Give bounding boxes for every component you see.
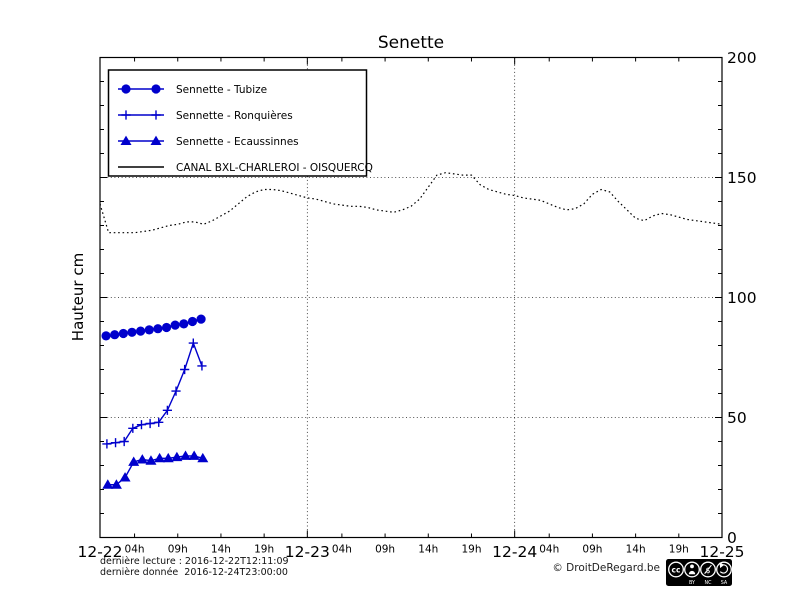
y-tick-label: 200 [727, 49, 757, 67]
cc-nc-icon: $ [700, 561, 716, 578]
series-sennette-ecaussinnes [102, 450, 209, 489]
legend-entry-sennette-tubize: Sennette - Tubize [118, 84, 267, 96]
x-tick-label-hour: 09h [375, 544, 395, 556]
x-tick-label-hour: 04h [125, 544, 145, 556]
copyright-text: © DroitDeRegard.be [552, 562, 660, 574]
y-tick-label: 100 [727, 289, 757, 307]
x-tick-label-hour: 09h [168, 544, 188, 556]
last-reading-text: dernière lecture : 2016-12-22T12:11:09 [100, 556, 289, 567]
x-minor-tick-labels: 04h 09h 14h 19h 04h 09h 14h 19h 04h 09h 14h 19h [125, 544, 689, 556]
x-tick-label-date: 12-24 [492, 543, 537, 561]
cc-logo-icon: cc [668, 561, 684, 578]
x-tick-label-hour: 14h [418, 544, 438, 556]
x-tick-label-hour: 14h [211, 544, 231, 556]
legend-entry-sennette-ronqui-res: Sennette - Ronquières [118, 110, 293, 122]
legend-entry-sennette-ecaussinnes: Sennette - Ecaussinnes [118, 135, 299, 148]
chart-title: Senette [377, 33, 445, 53]
y-tick-labels: 0 50 100 150 200 [727, 49, 757, 547]
svg-text:$: $ [705, 566, 710, 575]
x-tick-label-hour: 04h [332, 544, 352, 556]
legend-label: Sennette - Tubize [176, 84, 267, 96]
x-tick-label-hour: 09h [582, 544, 602, 556]
x-tick-label-hour: 04h [539, 544, 559, 556]
x-tick-label-hour: 19h [461, 544, 481, 556]
x-tick-label-date: 12-23 [285, 543, 330, 561]
series-sennette-ronqui-res [102, 338, 207, 449]
series-canal-bxl-charleroi-oisquercq [99, 172, 723, 234]
x-major-tick-labels: 12-22 12-23 12-24 12-25 [77, 543, 744, 561]
legend-entry-canal-bxl-charleroi-oisquercq: CANAL BXL-CHARLEROI - OISQUERCQ [118, 162, 373, 174]
legend-label: CANAL BXL-CHARLEROI - OISQUERCQ [176, 162, 373, 174]
y-tick-label: 50 [727, 409, 747, 427]
x-tick-label-hour: 14h [626, 544, 646, 556]
svg-text:cc: cc [672, 565, 681, 574]
cc-sa-icon [716, 561, 732, 578]
series-sennette-tubize [101, 314, 206, 341]
cc-license-badge: cc $ BY NC SA [666, 559, 732, 586]
legend-label: Sennette - Ronquières [176, 110, 293, 122]
x-tick-label-hour: 19h [669, 544, 689, 556]
cc-by-label: BY [689, 580, 695, 586]
legend: Sennette - Tubize Sennette - Ronquières Se… [107, 69, 373, 177]
cc-sa-label: SA [721, 580, 728, 586]
y-tick-label: 0 [727, 529, 737, 547]
cc-by-icon [684, 561, 700, 578]
last-data-text: dernière donnée 2016-12-24T23:00:00 [100, 567, 288, 578]
cc-nc-label: NC [705, 580, 713, 586]
x-tick-label-date: 12-22 [77, 543, 122, 561]
x-tick-label-hour: 19h [254, 544, 274, 556]
legend-label: Sennette - Ecaussinnes [176, 136, 299, 148]
x-tick-label-date: 12-25 [699, 543, 744, 561]
axis-ticks [99, 57, 723, 538]
y-tick-label: 150 [727, 169, 757, 187]
